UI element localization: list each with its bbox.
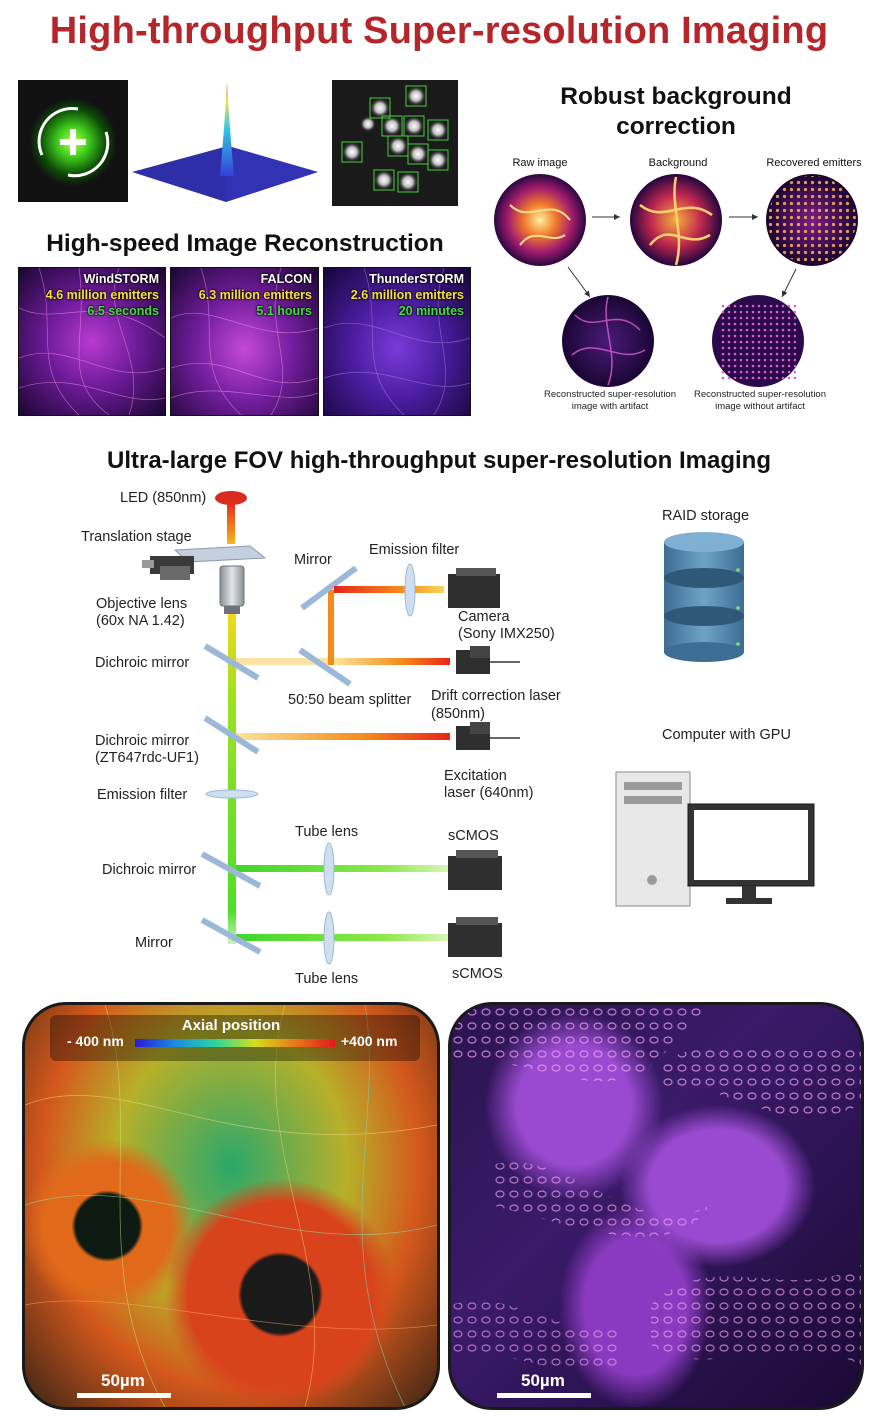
- computer-icon: [615, 771, 815, 907]
- emitter-detection-panel: [332, 80, 458, 206]
- top-mirror-label: Mirror: [294, 552, 332, 568]
- dichroic-mirror-1-label: Dichroic mirror: [95, 655, 190, 671]
- led-icon: [215, 491, 247, 505]
- raw-image-circle: [494, 174, 586, 266]
- tube-lens-bottom-icon: [323, 911, 335, 965]
- beam-splitter-label: 50:50 beam splitter: [288, 692, 412, 708]
- target-icon: [29, 98, 117, 186]
- objective-lens-label-2: (60x NA 1.42): [96, 613, 185, 629]
- dichroic-mirror-2-icon: [203, 715, 260, 755]
- psf-surface-plot: [132, 80, 322, 206]
- scmos-bottom-icon: [448, 923, 502, 957]
- filament-texture: [171, 268, 318, 415]
- dichroic-mirror-3-label: Dichroic mirror: [102, 862, 197, 878]
- top-mirror-icon: [300, 565, 358, 611]
- tube-lens-top-label: Tube lens: [295, 824, 359, 840]
- emission-filter-top-icon: [404, 563, 416, 617]
- objective-lens-icon: [219, 565, 245, 607]
- objective-lens-label-1: Objective lens: [96, 596, 188, 612]
- without-artifact-label-2: image without artifact: [715, 401, 805, 412]
- axial-position-image: Axial position - 400 nm +400 nm 50µm: [22, 1002, 440, 1410]
- bottom-mirror-label: Mirror: [135, 935, 173, 951]
- tile-thunderstorm-time: 20 minutes: [398, 304, 464, 318]
- emission-filter-left-label: Emission filter: [97, 787, 188, 803]
- tile-thunderstorm-name: ThunderSTORM: [369, 272, 464, 286]
- dichroic-mirror-1-icon: [203, 643, 260, 681]
- tile-falcon: FALCON 6.3 million emitters 5.1 hours: [170, 267, 319, 416]
- excitation-laser-label-1: Excitation: [444, 768, 507, 784]
- recovered-emitters-label: Recovered emitters: [766, 157, 862, 169]
- raid-storage-icon: [664, 532, 744, 662]
- tile-windstorm: WindSTORM 4.6 million emitters 6.5 secon…: [18, 267, 166, 416]
- scmos-top-icon: [448, 856, 502, 890]
- background-label: Background: [648, 157, 708, 169]
- emission-filter-top-label: Emission filter: [369, 542, 460, 558]
- optical-setup-diagram: [142, 491, 815, 965]
- scale-right-bar: [497, 1393, 591, 1398]
- filament-texture: [324, 268, 470, 415]
- with-artifact-circle: [562, 295, 654, 387]
- beam-splitter-icon: [298, 647, 352, 687]
- microtubule-texture: [25, 1005, 437, 1407]
- dichroic-mirror-2-label-1: Dichroic mirror: [95, 733, 190, 749]
- raw-image-label: Raw image: [512, 157, 568, 169]
- tile-windstorm-time: 6.5 seconds: [87, 304, 159, 318]
- with-artifact-label-2: image with artifact: [571, 401, 649, 412]
- tube-lens-bottom-label: Tube lens: [295, 971, 359, 987]
- psf-icon-panel: [18, 80, 128, 202]
- scale-left-label: 50µm: [101, 1371, 145, 1390]
- filament-texture: [19, 268, 165, 415]
- tissue-image: 50µm: [448, 1002, 864, 1410]
- raid-storage-label: RAID storage: [662, 508, 750, 524]
- setup-title: Ultra-large FOV high-throughput super-re…: [107, 447, 771, 474]
- scale-right-label: 50µm: [521, 1371, 565, 1390]
- axial-colorbar: [135, 1039, 335, 1047]
- without-artifact-label-1: Reconstructed super-resolution: [693, 389, 826, 400]
- dichroic-mirror-2-label-2: (ZT647rdc-UF1): [95, 750, 199, 766]
- tile-windstorm-name: WindSTORM: [83, 272, 159, 286]
- camera-label-1: Camera: [458, 609, 510, 625]
- axial-max-label: +400 nm: [341, 1033, 398, 1049]
- background-title-line2: correction: [616, 113, 736, 140]
- translation-stage-icon: [173, 545, 267, 563]
- axial-min-label: - 400 nm: [67, 1033, 124, 1049]
- camera-label-2: (Sony IMX250): [458, 626, 555, 642]
- scale-left-bar: [77, 1393, 171, 1398]
- tile-thunderstorm-count: 2.6 million emitters: [350, 288, 464, 302]
- computer-label: Computer with GPU: [662, 727, 791, 743]
- background-correction-flow: [494, 174, 858, 387]
- tile-thunderstorm: ThunderSTORM 2.6 million emitters 20 min…: [323, 267, 471, 416]
- scmos-bottom-label: sCMOS: [452, 966, 503, 982]
- dichroic-mirror-3-icon: [200, 851, 262, 889]
- drift-laser-label-1: Drift correction laser: [431, 688, 561, 704]
- cell-texture: [451, 1005, 861, 1371]
- reconstruction-title: High-speed Image Reconstruction: [46, 230, 444, 257]
- background-title-line1: Robust background: [560, 83, 792, 110]
- drift-laser-label-2: (850nm): [431, 706, 485, 722]
- with-artifact-label-1: Reconstructed super-resolution: [543, 389, 676, 400]
- tube-lens-top-icon: [323, 842, 335, 896]
- excitation-laser-label-2: laser (640nm): [444, 785, 534, 801]
- tile-windstorm-count: 4.6 million emitters: [45, 288, 159, 302]
- camera-icon: [448, 574, 500, 608]
- bottom-mirror-icon: [200, 917, 262, 955]
- translation-stage-label: Translation stage: [81, 529, 192, 545]
- emission-filter-left-icon: [205, 789, 259, 799]
- tile-falcon-count: 6.3 million emitters: [198, 288, 312, 302]
- axial-position-title: Axial position: [181, 1017, 281, 1034]
- tile-falcon-name: FALCON: [260, 272, 312, 286]
- led-label: LED (850nm): [120, 490, 207, 506]
- page-title: High-throughput Super-resolution Imaging: [49, 10, 829, 52]
- scmos-top-label: sCMOS: [448, 828, 499, 844]
- tile-falcon-time: 5.1 hours: [256, 304, 312, 318]
